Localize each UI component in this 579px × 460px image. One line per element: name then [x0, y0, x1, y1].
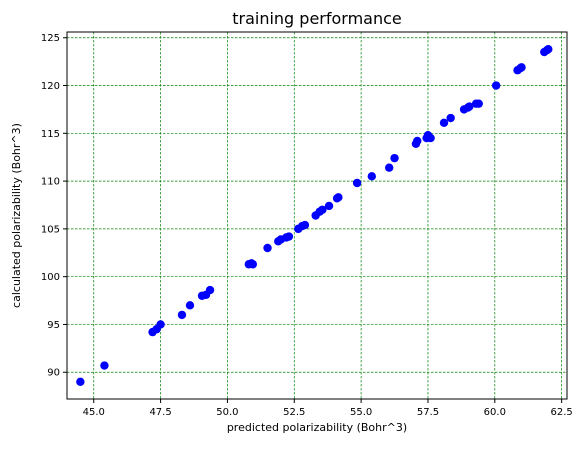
y-axis-label: calculated polarizability (Bohr^3) — [10, 123, 23, 308]
data-point — [517, 63, 526, 72]
grid — [67, 32, 567, 399]
data-point — [384, 163, 394, 172]
data-point — [248, 260, 258, 269]
x-axis-label: predicted polarizability (Bohr^3) — [227, 421, 407, 434]
data-point — [439, 118, 449, 127]
plot-frame — [66, 31, 568, 400]
data-point — [263, 243, 272, 253]
y-tick-label: 100 — [41, 272, 60, 283]
x-tick-label: 50.0 — [216, 407, 238, 418]
data-point — [465, 102, 474, 111]
data-points — [76, 45, 553, 386]
y-tick-label: 95 — [47, 320, 60, 331]
data-point — [76, 377, 85, 386]
y-tick-label: 90 — [47, 368, 60, 379]
data-point — [334, 193, 343, 202]
data-point — [491, 81, 501, 90]
data-point — [426, 133, 435, 143]
y-tick-label: 115 — [41, 129, 60, 140]
data-point — [324, 201, 334, 211]
data-point — [185, 301, 195, 310]
x-tick-label: 57.5 — [417, 407, 439, 418]
data-point — [352, 178, 362, 188]
x-tick-label: 55.0 — [350, 407, 372, 418]
y-tick-label: 120 — [41, 81, 60, 92]
x-tick-label: 45.0 — [83, 407, 105, 418]
data-point — [284, 232, 294, 241]
x-tick-label: 60.0 — [484, 407, 506, 418]
data-point — [390, 153, 399, 163]
data-point — [367, 172, 377, 181]
data-point — [300, 220, 310, 230]
data-point — [156, 320, 165, 329]
y-tick-label: 110 — [41, 177, 60, 188]
data-point — [544, 45, 553, 54]
y-tick-label: 105 — [41, 224, 60, 235]
y-tick-label: 125 — [41, 33, 60, 44]
x-tick-label: 52.5 — [283, 407, 305, 418]
data-point — [318, 205, 327, 214]
data-point — [474, 99, 483, 108]
chart-title: training performance — [232, 9, 402, 28]
data-point — [446, 113, 455, 123]
x-tick-label: 62.5 — [551, 407, 573, 418]
axis-ticks: 45.0 47.5 50.0 52.5 55.0 57.5 60.0 62.5 90 95 100 1… — [41, 33, 573, 418]
data-point — [100, 361, 109, 370]
x-tick-label: 47.5 — [149, 407, 171, 418]
data-point — [413, 136, 422, 146]
data-point — [205, 285, 215, 295]
data-point — [177, 310, 187, 320]
